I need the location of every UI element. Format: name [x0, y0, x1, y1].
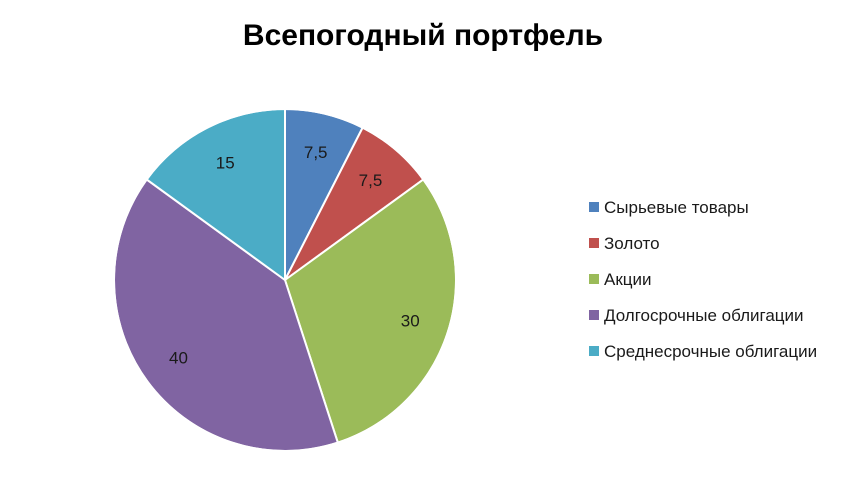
data-label-gold: 7,5: [359, 171, 383, 190]
legend-swatch-stocks: [589, 274, 599, 284]
legend-label-commodities: Сырьевые товары: [604, 198, 749, 217]
legend-swatch-commodities: [589, 202, 599, 212]
legend-swatch-intermediate-bonds: [589, 346, 599, 356]
data-label-long-term-bonds: 40: [169, 348, 188, 367]
legend-label-stocks: Акции: [604, 270, 652, 289]
legend-label-gold: Золото: [604, 234, 660, 253]
pie-slices: [113, 107, 457, 452]
pie-outline: [113, 108, 457, 452]
legend-swatch-gold: [589, 238, 599, 248]
data-label-intermediate-bonds: 15: [216, 154, 235, 173]
legend-swatch-long-term-bonds: [589, 310, 599, 320]
data-label-commodities: 7,5: [304, 143, 328, 162]
chart-title: Всепогодный портфель: [243, 19, 603, 52]
legend: Сырьевые товары Золото Акции Долгосрочные о…: [589, 198, 817, 361]
pie-data-labels: 7,5 7,5 30 40 15: [169, 143, 420, 367]
legend-label-long-term-bonds: Долгосрочные облигации: [604, 306, 804, 325]
legend-label-intermediate-bonds: Среднесрочные облигации: [604, 342, 817, 361]
data-label-stocks: 30: [401, 312, 420, 331]
